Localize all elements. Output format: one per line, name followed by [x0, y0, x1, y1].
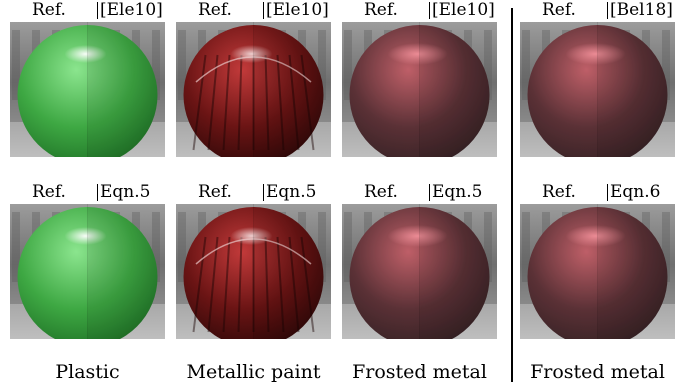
ref-label: Ref.: [364, 182, 398, 202]
material-sphere: [349, 207, 490, 339]
render-image: [342, 22, 497, 157]
render-image: [342, 204, 497, 339]
caption-plastic: Plastic: [55, 361, 120, 383]
specular-highlight: [230, 227, 273, 245]
split-tick: [263, 2, 264, 19]
panel-plastic-row2: Ref. Eqn.5: [10, 182, 165, 339]
material-sphere: [17, 25, 158, 157]
specular-highlight: [387, 225, 448, 247]
render-image: [176, 204, 331, 339]
method-label: [Bel18]: [610, 0, 673, 20]
split-tick: [263, 184, 264, 201]
render-image: [520, 22, 675, 157]
panel-metallic-row2: Ref. Eqn.5: [176, 182, 331, 339]
material-sphere: [349, 25, 490, 157]
ref-label: Ref.: [542, 182, 576, 202]
panel-plastic-row1: Ref. [Ele10]: [10, 0, 165, 157]
ref-label: Ref.: [32, 182, 66, 202]
split-tick: [607, 184, 608, 201]
method-label: [Ele10]: [266, 0, 329, 20]
material-sphere: [527, 25, 668, 157]
method-label: [Ele10]: [100, 0, 163, 20]
method-label: Eqn.5: [266, 182, 317, 202]
caption-metallic: Metallic paint: [186, 361, 321, 383]
render-image: [176, 22, 331, 157]
specular-highlight: [565, 225, 626, 247]
panel-frosted-row2: Ref. Eqn.5: [342, 182, 497, 339]
method-label: Eqn.5: [432, 182, 483, 202]
ref-label: Ref.: [198, 0, 232, 20]
ref-label: Ref.: [364, 0, 398, 20]
caption-frosted-b: Frosted metal: [530, 361, 665, 383]
panel-frosted-b-row2: Ref. Eqn.6: [520, 182, 675, 339]
split-tick: [97, 184, 98, 201]
render-image: [10, 204, 165, 339]
specular-highlight: [230, 45, 273, 63]
vertical-separator: [511, 8, 513, 382]
panel-frosted-b-row1: Ref. [Bel18]: [520, 0, 675, 157]
method-label: Eqn.5: [100, 182, 151, 202]
ref-label: Ref.: [542, 0, 576, 20]
specular-highlight: [565, 43, 626, 65]
specular-highlight: [64, 227, 107, 245]
render-image: [10, 22, 165, 157]
material-sphere: [17, 207, 158, 339]
method-label: [Ele10]: [432, 0, 495, 20]
material-sphere: [183, 25, 324, 157]
specular-highlight: [387, 43, 448, 65]
render-image: [520, 204, 675, 339]
split-tick: [97, 2, 98, 19]
ref-label: Ref.: [32, 0, 66, 20]
specular-highlight: [64, 45, 107, 63]
caption-frosted-a: Frosted metal: [352, 361, 487, 383]
material-sphere: [183, 207, 324, 339]
split-tick: [429, 2, 430, 19]
ref-label: Ref.: [198, 182, 232, 202]
panel-metallic-row1: Ref. [Ele10]: [176, 0, 331, 157]
method-label: Eqn.6: [610, 182, 661, 202]
split-tick: [429, 184, 430, 201]
panel-frosted-row1: Ref. [Ele10]: [342, 0, 497, 157]
split-tick: [607, 2, 608, 19]
material-sphere: [527, 207, 668, 339]
